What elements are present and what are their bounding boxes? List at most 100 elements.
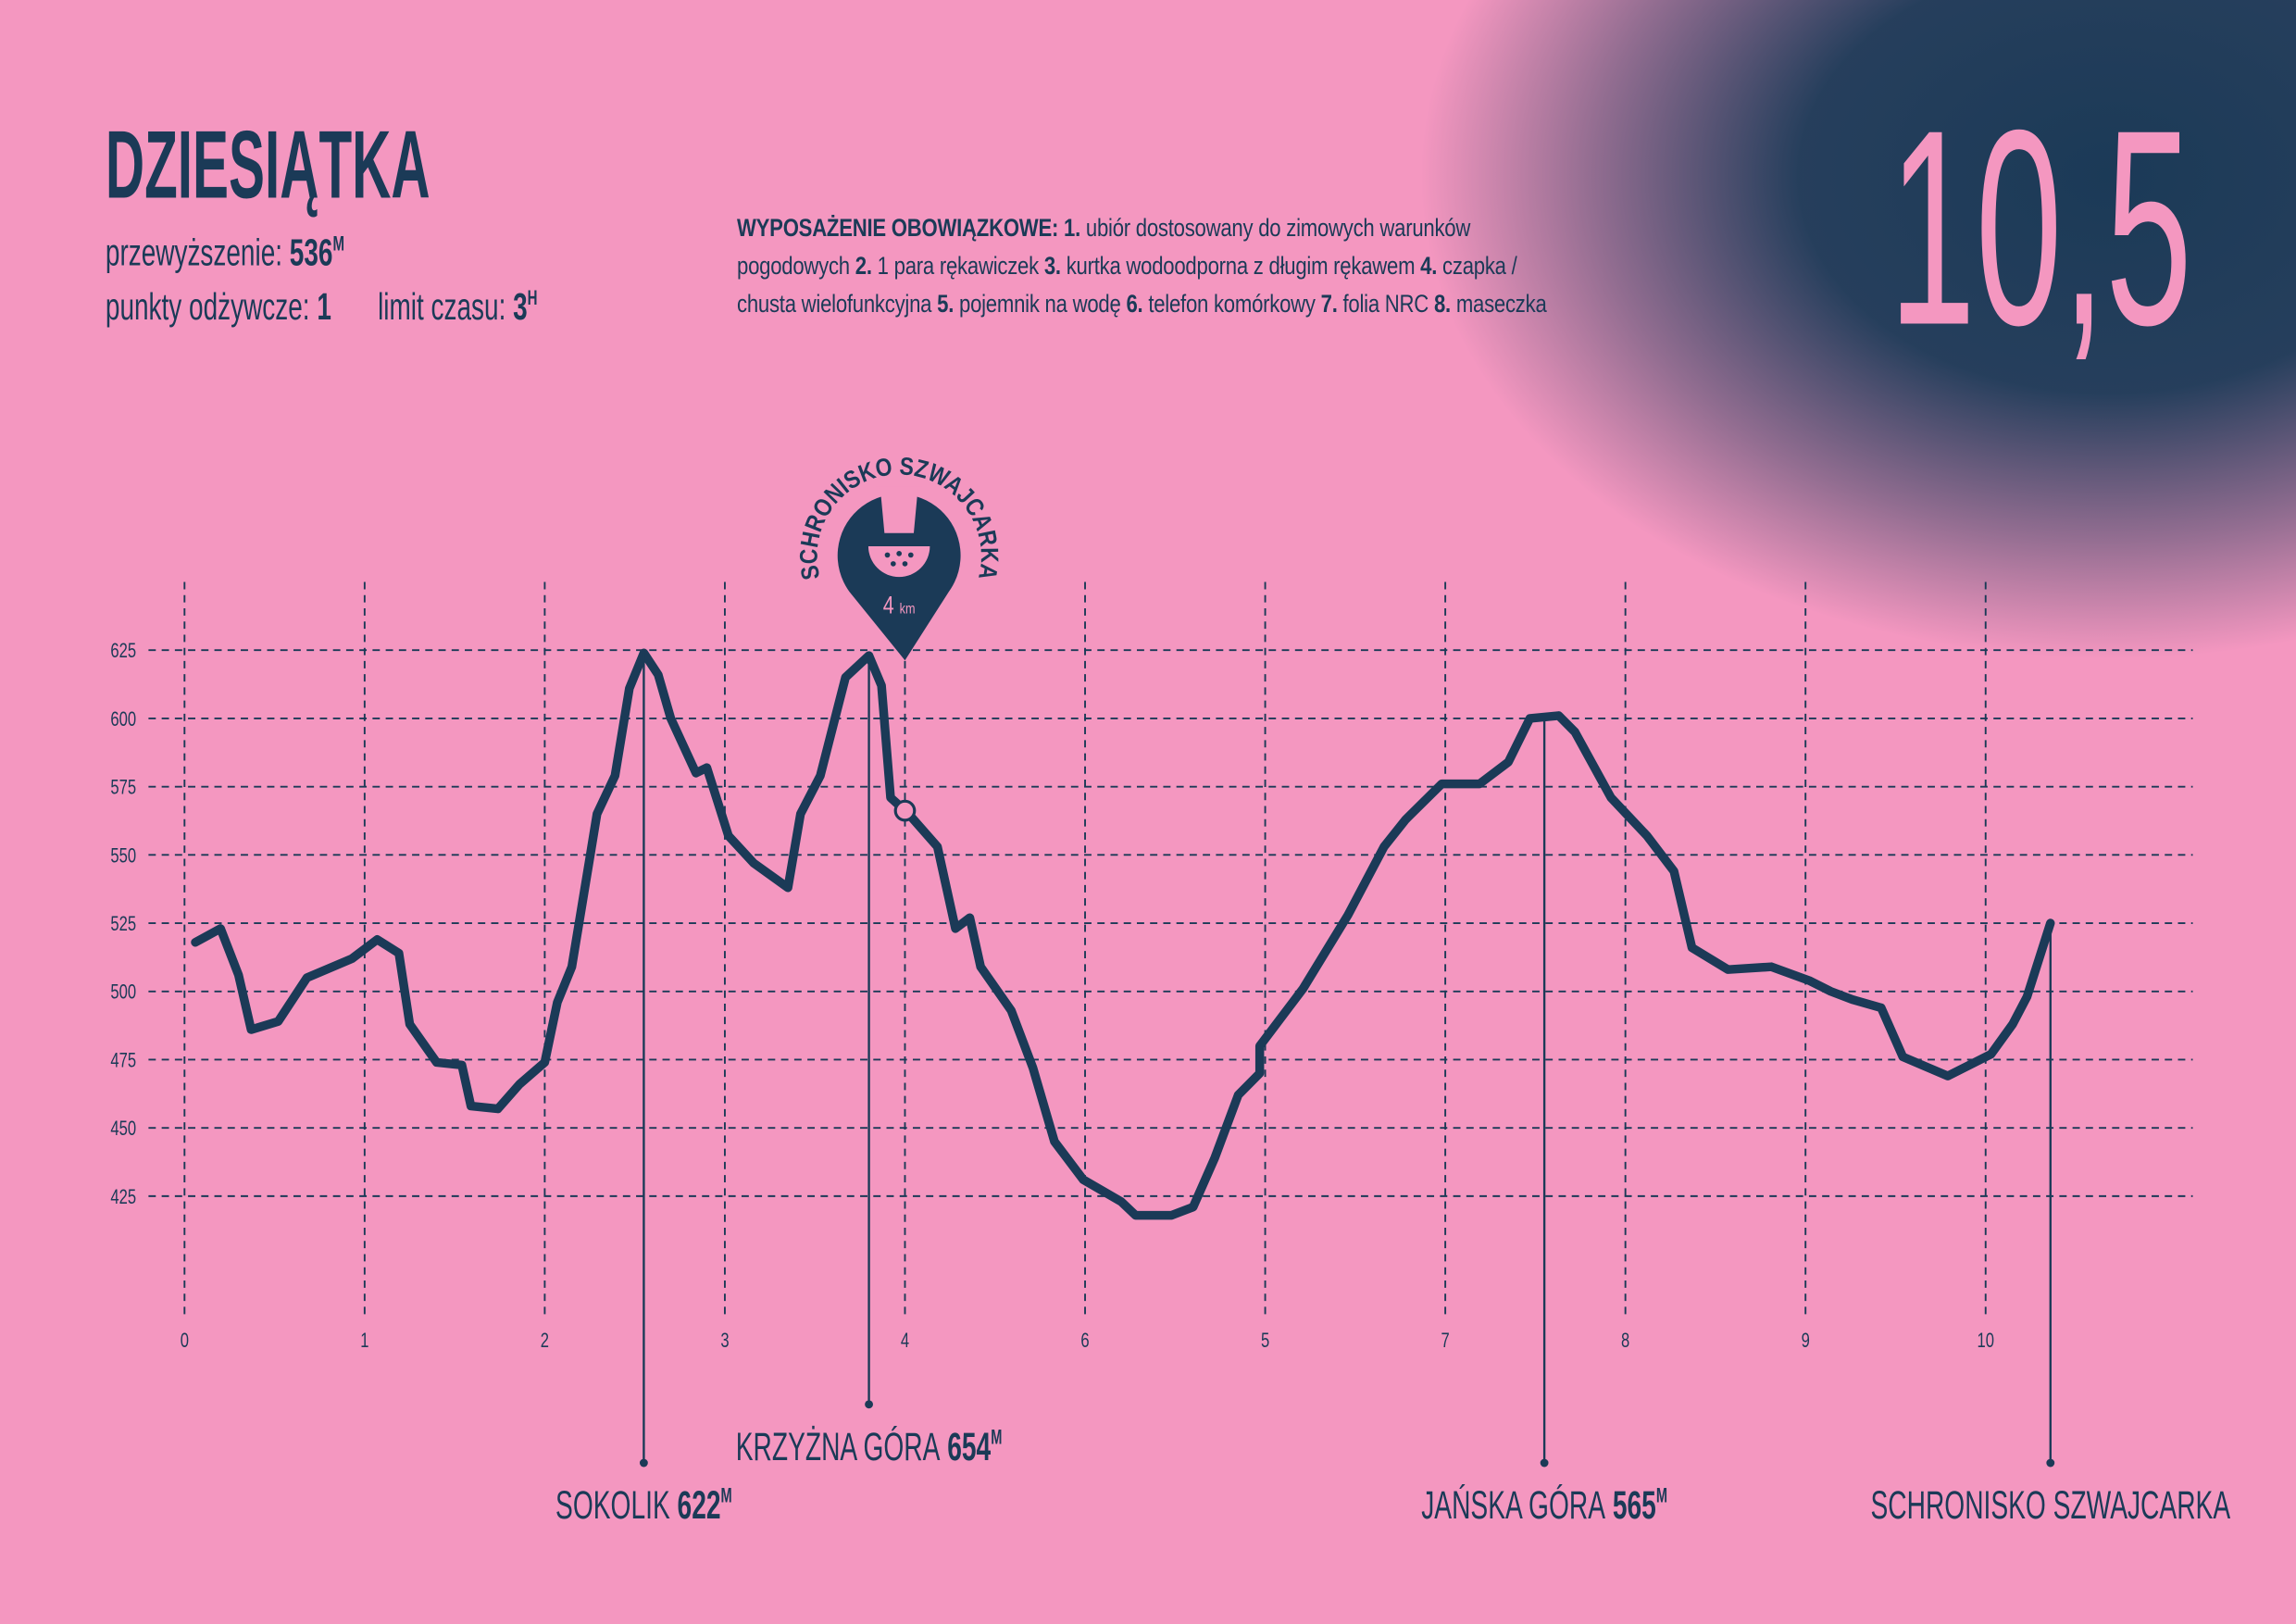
pin xyxy=(837,493,961,661)
x-tick-label: 1 xyxy=(360,1330,368,1353)
page-title: DZIESIĄTKA xyxy=(106,110,430,219)
text-group: 425 xyxy=(110,1186,136,1209)
text-group: 4 xyxy=(901,1330,909,1353)
annotation-dot xyxy=(2046,1458,2055,1468)
x-tick-label: 8 xyxy=(1621,1330,1629,1353)
annotation-label: KRZYŻNA GÓRA 654M xyxy=(736,1424,1003,1468)
equipment-number: 1. xyxy=(1064,214,1080,242)
stat-unit: M xyxy=(332,233,344,256)
annotation-elevation: 654 xyxy=(947,1424,991,1468)
text-group: 450 xyxy=(110,1118,136,1141)
x-tick-label: 3 xyxy=(720,1330,729,1353)
annotation-elevation: 622 xyxy=(678,1482,721,1527)
cup-lid xyxy=(875,479,923,487)
equipment-item: pojemnik na wodę xyxy=(959,290,1121,318)
text-group: DZIESIĄTKA xyxy=(106,110,430,219)
x-tick-label: 2 xyxy=(541,1330,549,1353)
equipment-number: 6. xyxy=(1126,290,1143,318)
melon-seed xyxy=(907,552,914,558)
annotation-dot xyxy=(865,1400,874,1409)
text-group: 10 xyxy=(1978,1330,1995,1353)
equipment-number: 7. xyxy=(1320,290,1338,318)
y-tick-label: 550 xyxy=(110,844,136,868)
y-tick-label: 625 xyxy=(110,640,136,663)
text-group: 525 xyxy=(110,913,136,936)
x-tick-label: 10 xyxy=(1978,1330,1995,1353)
equipment-number: 5. xyxy=(937,290,955,318)
checkpoint-unit: km xyxy=(900,601,916,618)
checkpoint-dot xyxy=(893,799,917,822)
cup-icon xyxy=(880,486,918,533)
text-group: 600 xyxy=(110,708,136,731)
elevation-line xyxy=(191,648,2055,1220)
text-group: punkty odżywcze: 1 xyxy=(106,286,331,329)
y-tick-label: 450 xyxy=(110,1118,136,1141)
equipment-item: maseczka xyxy=(1455,290,1547,318)
annotation-label: SCHRONISKO SZWAJCARKA xyxy=(1870,1482,2230,1527)
checkpoint-distance: 4 km xyxy=(883,593,916,620)
stat: limit czasu: 3H xyxy=(378,286,537,329)
stat-label: limit czasu: xyxy=(378,286,505,329)
melon-seed xyxy=(884,552,891,558)
equipment-item: 1 para rękawiczek xyxy=(877,252,1039,280)
text-group: 9 xyxy=(1802,1330,1810,1353)
annotation-unit: M xyxy=(1656,1484,1667,1507)
text-group: 1 xyxy=(360,1330,368,1353)
text-group: 550 xyxy=(110,844,136,868)
equipment-number: 3. xyxy=(1043,252,1061,280)
stat: punkty odżywcze: 1 xyxy=(106,286,331,329)
distance: 10,5 xyxy=(1889,72,2191,383)
equipment-item: czapka / chusta wielofunkcyjna xyxy=(737,252,1517,318)
x-tick-label: 4 xyxy=(901,1330,909,1353)
melon-icon xyxy=(867,545,930,578)
annotation-name: JAŃSKA GÓRA xyxy=(1421,1482,1605,1527)
stat-value: 536 xyxy=(290,231,333,274)
text-group: 4 km xyxy=(883,593,916,620)
equipment-heading: WYPOSAŻENIE OBOWIĄZKOWE: xyxy=(737,214,1059,242)
y-tick-label: 525 xyxy=(110,913,136,936)
melon-seed xyxy=(896,550,903,556)
text-group: 7 xyxy=(1441,1330,1449,1353)
equipment-number: 8. xyxy=(1433,290,1451,318)
text-group: 5 xyxy=(1261,1330,1269,1353)
y-tick-label: 600 xyxy=(110,708,136,731)
stat-unit: H xyxy=(528,287,538,310)
annotation-label: SOKOLIK 622M xyxy=(555,1482,732,1527)
stat-label: przewyższenie: xyxy=(106,231,282,274)
text-group: 475 xyxy=(110,1049,136,1072)
annotation-name: KRZYŻNA GÓRA xyxy=(736,1424,941,1468)
text-group: limit czasu: 3H xyxy=(378,286,537,329)
text-group: 6 xyxy=(1080,1330,1089,1353)
text-group: 625 xyxy=(110,640,136,663)
y-tick-label: 425 xyxy=(110,1186,136,1209)
equipment-number: 2. xyxy=(855,252,872,280)
x-tick-label: 9 xyxy=(1802,1330,1810,1353)
annotation-unit: M xyxy=(721,1484,732,1507)
text-group: przewyższenie: 536M xyxy=(106,231,344,274)
equipment-number: 4. xyxy=(1420,252,1438,280)
text-group: SOKOLIK 622M xyxy=(555,1482,732,1527)
x-tick-label: 5 xyxy=(1261,1330,1269,1353)
equipment: WYPOSAŻENIE OBOWIĄZKOWE: 1. ubiór dostos… xyxy=(737,209,1572,323)
equipment-item: ubiór dostosowany do zimowych warunków p… xyxy=(737,214,1471,280)
stat: przewyższenie: 536M xyxy=(106,231,344,274)
text-group: 10,5 xyxy=(1889,72,2191,383)
y-tick-label: 475 xyxy=(110,1049,136,1072)
x-tick-label: 6 xyxy=(1080,1330,1089,1353)
melon-seed xyxy=(890,561,896,567)
text-group: 0 xyxy=(181,1330,189,1353)
text-group: SCHRONISKO SZWAJCARKA xyxy=(1870,1482,2230,1527)
text-group: 8 xyxy=(1621,1330,1629,1353)
stat-value: 3 xyxy=(513,286,528,329)
equipment-item: kurtka wodoodporna z długim rękawem xyxy=(1066,252,1416,280)
text-group: 2 xyxy=(541,1330,549,1353)
annotation-name: SCHRONISKO SZWAJCARKA xyxy=(1870,1482,2230,1527)
x-tick-label: 0 xyxy=(181,1330,189,1353)
y-tick-label: 575 xyxy=(110,776,136,799)
text-group: 3 xyxy=(720,1330,729,1353)
y-tick-label: 500 xyxy=(110,981,136,1004)
checkpoint-km: 4 xyxy=(883,593,894,620)
